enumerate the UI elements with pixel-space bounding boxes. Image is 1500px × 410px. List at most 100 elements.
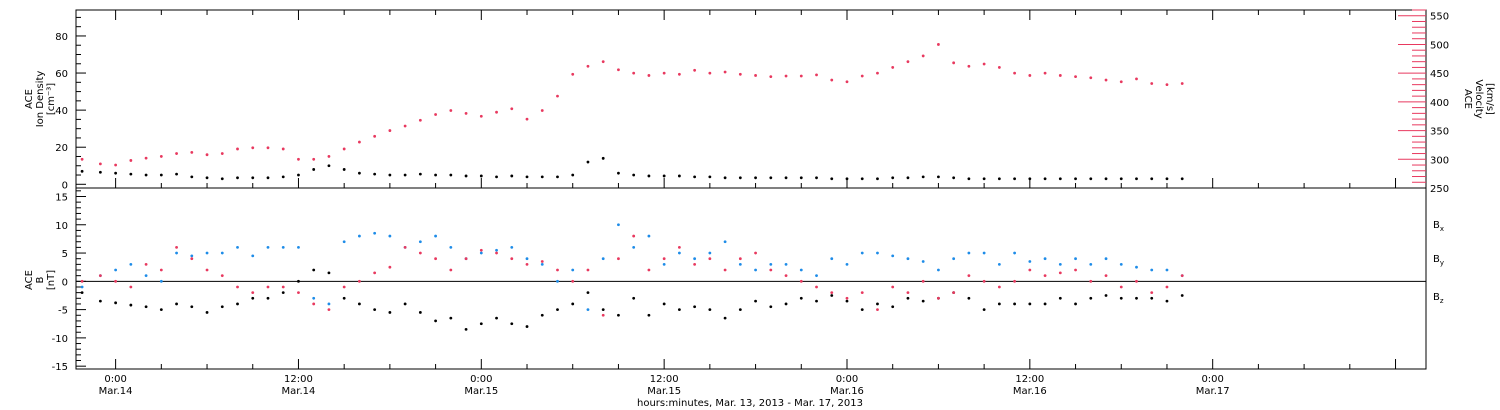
velocity-point: [464, 111, 468, 115]
bz-point: [1089, 279, 1093, 283]
by-point: [1074, 257, 1077, 261]
velocity-point: [662, 71, 666, 75]
velocity-point: [693, 68, 697, 72]
density-point: [997, 177, 1001, 181]
bz-point: [921, 279, 925, 283]
velocity-point: [297, 157, 300, 161]
by-point: [617, 223, 620, 227]
bx-point: [754, 299, 757, 303]
velocity-point: [617, 68, 620, 72]
density-point: [1150, 177, 1154, 181]
velocity-point: [754, 74, 757, 77]
density-point: [327, 164, 331, 168]
velocity-point: [205, 153, 209, 157]
bx-point: [464, 328, 468, 331]
velocity-point: [327, 155, 331, 158]
density-point: [1058, 177, 1062, 181]
bx-point: [525, 325, 529, 328]
bz-point: [799, 279, 803, 283]
series-bz: [80, 234, 1184, 317]
bz-point: [403, 245, 407, 249]
x-tick-date: Mar.15: [464, 386, 498, 397]
top-right-tick-label: 550: [1430, 12, 1449, 23]
by-point: [723, 240, 727, 244]
bx-point: [373, 308, 377, 312]
velocity-point: [769, 75, 773, 79]
bx-point: [510, 322, 514, 326]
bx-point: [80, 291, 84, 295]
by-point: [1165, 268, 1169, 272]
bz-point: [891, 285, 895, 289]
density-point: [799, 176, 803, 180]
velocity-point: [921, 54, 925, 58]
top-left-tick-label: 80: [55, 32, 68, 43]
velocity-point: [342, 147, 346, 151]
bz-point: [708, 257, 712, 261]
bx-point: [1104, 294, 1108, 297]
bz-point: [1119, 285, 1123, 289]
bz-point: [1058, 271, 1062, 275]
bx-point: [281, 291, 285, 295]
bz-point: [1150, 291, 1154, 295]
bz-point: [1165, 285, 1169, 289]
legend-bx: Bx: [1433, 220, 1444, 233]
bz-point: [952, 291, 956, 295]
bx-point: [236, 302, 239, 306]
by-point: [571, 268, 575, 272]
velocity-point: [997, 66, 1001, 69]
velocity-point: [1028, 74, 1032, 77]
density-point: [403, 173, 407, 177]
by-point: [784, 262, 788, 266]
velocity-point: [647, 74, 651, 77]
bx-point: [190, 305, 194, 309]
bx-point: [662, 302, 666, 306]
density-point: [479, 174, 483, 178]
bz-point: [586, 268, 590, 272]
bz-point: [1013, 279, 1017, 283]
bz-point: [601, 313, 605, 317]
x-tick-time: 12:00: [284, 374, 313, 385]
bx-point: [556, 308, 559, 312]
velocity-point: [1074, 75, 1077, 79]
x-tick-date: Mar.15: [647, 386, 681, 397]
by-point: [327, 302, 331, 306]
bx-point: [799, 296, 803, 300]
velocity-series: [80, 43, 1184, 167]
bz-point: [617, 257, 620, 261]
by-point: [479, 251, 483, 255]
by-point: [1058, 262, 1062, 266]
density-point: [144, 173, 148, 177]
bz-point: [175, 245, 178, 249]
top-left-ylabel-line-1: ACE: [24, 89, 35, 109]
bottom-left-ylabel-line-1: ACE: [24, 270, 35, 290]
velocity-point: [251, 146, 255, 150]
bz-point: [982, 279, 986, 283]
bz-point: [510, 257, 514, 261]
density-point: [556, 175, 559, 179]
bx-point: [830, 294, 834, 297]
density-point: [175, 172, 178, 176]
velocity-point: [175, 152, 178, 155]
density-point: [677, 174, 681, 178]
by-point: [754, 268, 757, 272]
bx-point: [586, 291, 590, 295]
bz-point: [114, 279, 118, 283]
bx-point: [342, 296, 346, 300]
density-point: [1089, 177, 1093, 181]
by-point: [662, 262, 666, 266]
velocity-point: [845, 80, 849, 84]
bz-point: [540, 260, 544, 263]
bz-point: [418, 251, 422, 255]
series-bx: [80, 268, 1184, 331]
velocity-point: [434, 113, 437, 116]
legend-bz: Bz: [1433, 292, 1444, 305]
density-point: [418, 172, 422, 176]
by-point: [190, 254, 194, 258]
density-point: [510, 174, 514, 178]
velocity-point: [860, 74, 864, 78]
bz-point: [525, 262, 529, 266]
velocity-point: [388, 129, 392, 132]
by-point: [220, 251, 224, 255]
bz-point: [632, 234, 636, 238]
top-left-ylabel-line-3: [cm⁻³]: [46, 83, 57, 115]
